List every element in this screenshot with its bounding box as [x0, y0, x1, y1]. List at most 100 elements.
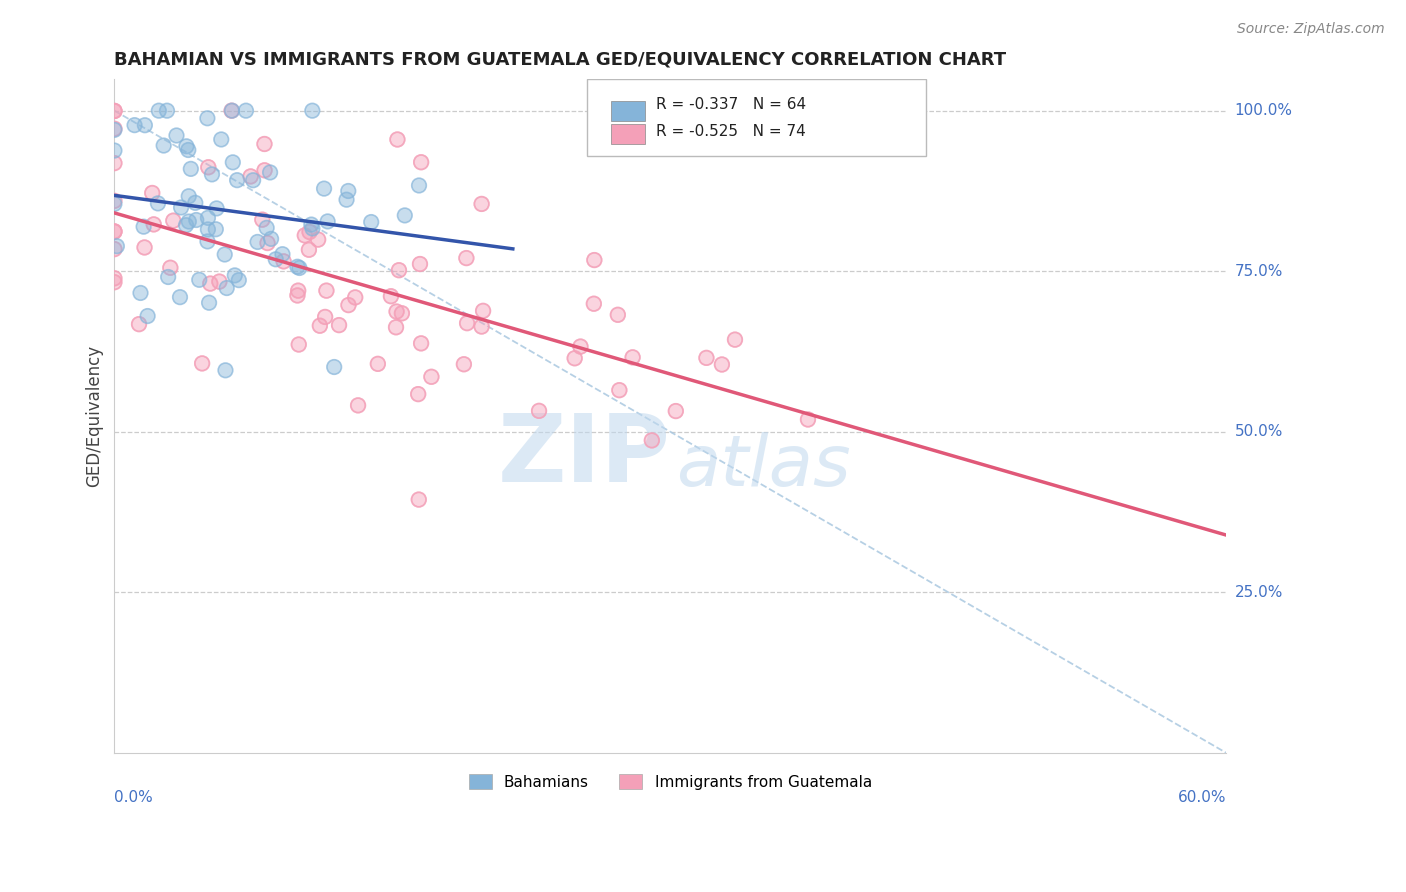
Point — [408, 178, 430, 193]
Point — [142, 218, 165, 232]
Point — [103, 271, 125, 285]
Text: R = -0.337   N = 64: R = -0.337 N = 64 — [655, 96, 806, 112]
Point — [409, 257, 432, 271]
Point — [294, 228, 316, 243]
Point — [134, 240, 156, 254]
Point — [134, 118, 156, 132]
Point — [308, 318, 330, 333]
Point — [198, 295, 221, 310]
Point — [387, 132, 409, 146]
Point — [156, 103, 179, 118]
Point — [583, 253, 606, 268]
Point — [564, 351, 586, 366]
Point — [665, 404, 688, 418]
Point — [367, 357, 389, 371]
Point — [312, 181, 335, 195]
FancyBboxPatch shape — [612, 101, 645, 121]
Point — [582, 297, 605, 311]
Point — [388, 263, 411, 277]
Point — [191, 356, 214, 370]
Point — [409, 257, 432, 271]
Point — [264, 252, 287, 267]
Text: 60.0%: 60.0% — [1178, 790, 1226, 805]
Point — [136, 309, 159, 323]
Point — [159, 260, 181, 275]
Point — [197, 211, 219, 225]
Text: BAHAMIAN VS IMMIGRANTS FROM GUATEMALA GED/EQUIVALENCY CORRELATION CHART: BAHAMIAN VS IMMIGRANTS FROM GUATEMALA GE… — [114, 51, 1007, 69]
Point — [380, 289, 402, 303]
Point — [204, 222, 226, 236]
Point — [129, 285, 152, 300]
Point — [388, 263, 411, 277]
Point — [315, 284, 337, 298]
Point — [253, 136, 276, 151]
Point — [159, 260, 181, 275]
Point — [420, 369, 443, 384]
Point — [360, 215, 382, 229]
Point — [222, 155, 245, 169]
Point — [328, 318, 350, 332]
Point — [569, 340, 592, 354]
Point — [409, 257, 432, 271]
Point — [294, 228, 316, 243]
Point — [103, 103, 125, 118]
Point — [388, 263, 411, 277]
Text: Source: ZipAtlas.com: Source: ZipAtlas.com — [1237, 22, 1385, 37]
Point — [335, 193, 357, 207]
Point — [180, 161, 202, 176]
Point — [456, 316, 478, 330]
Point — [665, 404, 688, 418]
Point — [103, 103, 125, 118]
Point — [152, 138, 174, 153]
Point — [328, 318, 350, 332]
Point — [174, 218, 197, 232]
Point — [197, 112, 219, 126]
Point — [186, 213, 208, 227]
Point — [391, 306, 413, 320]
Point — [259, 165, 281, 179]
Point — [665, 404, 688, 418]
Point — [221, 103, 243, 118]
Point — [103, 194, 125, 208]
Point — [797, 412, 820, 426]
Point — [344, 290, 367, 304]
Point — [103, 103, 125, 118]
Point — [128, 317, 150, 331]
Point — [177, 143, 200, 157]
Point — [260, 232, 283, 246]
Point — [298, 243, 321, 257]
Point — [471, 197, 494, 211]
Legend: Bahamians, Immigrants from Guatemala: Bahamians, Immigrants from Guatemala — [463, 768, 877, 796]
Point — [582, 297, 605, 311]
Point — [191, 356, 214, 370]
Point — [141, 186, 163, 200]
Point — [200, 277, 222, 291]
Point — [287, 260, 309, 274]
Point — [208, 275, 231, 289]
Point — [188, 273, 211, 287]
Point — [260, 232, 283, 246]
Point — [177, 214, 200, 228]
Point — [264, 252, 287, 267]
Point — [695, 351, 717, 365]
Point — [134, 118, 156, 132]
Point — [385, 320, 408, 334]
Point — [408, 492, 430, 507]
Point — [609, 383, 631, 397]
Point — [242, 173, 264, 187]
Point — [103, 225, 125, 239]
Point — [294, 228, 316, 243]
Point — [103, 242, 125, 256]
Point — [205, 202, 228, 216]
Point — [157, 270, 180, 285]
Point — [252, 212, 274, 227]
Point — [391, 306, 413, 320]
Point — [641, 434, 664, 448]
Point — [287, 284, 309, 298]
Point — [408, 178, 430, 193]
Text: 75.0%: 75.0% — [1234, 264, 1282, 278]
Point — [385, 304, 408, 318]
Text: ZIP: ZIP — [498, 410, 671, 502]
Point — [606, 308, 628, 322]
Point — [471, 197, 494, 211]
